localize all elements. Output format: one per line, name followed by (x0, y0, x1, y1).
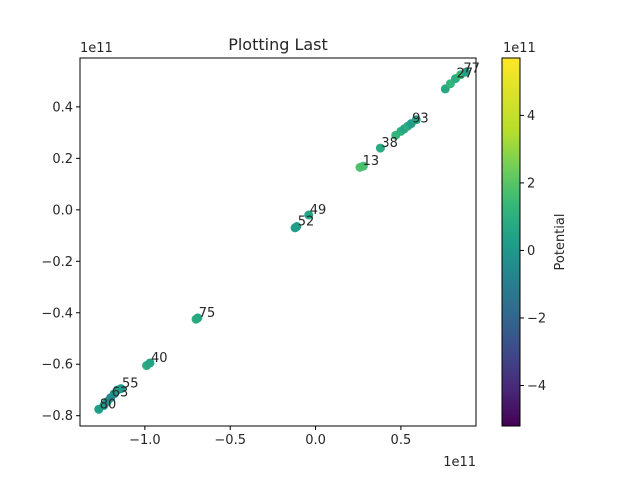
colorbar-gradient (501, 57, 521, 427)
point-label: 55 (122, 377, 139, 392)
point-label: 63 (112, 386, 129, 401)
plot-area (79, 57, 477, 427)
x-tick-label: 0.0 (305, 433, 326, 448)
y-axis: −0.8 −0.6 −0.4 −0.2 0.0 0.2 0.4 (41, 100, 80, 424)
colorbar-tick-label: −2 (527, 311, 546, 326)
point-label: 80 (100, 397, 117, 412)
colorbar-tick-label: −4 (527, 379, 546, 394)
y-tick-label: 0.4 (52, 100, 73, 115)
y-offset-label: 1e11 (80, 41, 113, 56)
scatter-points (94, 67, 471, 414)
point-label: 93 (412, 112, 429, 127)
point-label: 27 (457, 67, 474, 82)
y-tick-label: 0.2 (52, 152, 73, 167)
point-label: 77 (463, 61, 480, 76)
colorbar-ticks: −4 −2 0 2 4 (520, 109, 546, 394)
data-point (375, 143, 385, 153)
x-offset-label: 1e11 (443, 455, 476, 470)
y-tick-label: −0.8 (41, 409, 73, 424)
data-point (461, 67, 471, 77)
colorbar-tick-label: 2 (527, 176, 535, 191)
colorbar-tick-label: 0 (527, 244, 535, 259)
plot-frame (79, 57, 477, 427)
data-point (292, 222, 302, 232)
y-tick-label: −0.6 (41, 358, 73, 373)
point-label: 49 (310, 203, 327, 218)
data-point (116, 384, 126, 394)
data-point (411, 115, 421, 125)
y-tick-label: 0.0 (52, 203, 73, 218)
colorbar: 1e11 Potential −4 −2 0 2 4 (501, 41, 568, 427)
data-point (358, 161, 368, 171)
x-tick-label: 0.5 (391, 433, 412, 448)
chart-title: Plotting Last (228, 35, 328, 54)
data-point (145, 358, 155, 368)
y-tick-label: −0.4 (41, 306, 73, 321)
data-point (193, 313, 203, 323)
x-tick-label: −1.0 (129, 433, 161, 448)
colorbar-tick-label: 4 (527, 109, 535, 124)
y-tick-label: −0.2 (41, 255, 73, 270)
colorbar-label: Potential (553, 214, 568, 271)
point-label: 40 (151, 351, 168, 366)
point-label: 52 (298, 215, 315, 230)
x-axis: −1.0 −0.5 0.0 0.5 (129, 426, 411, 448)
point-label: 38 (381, 136, 398, 151)
data-point (304, 210, 314, 220)
point-label: 75 (199, 306, 216, 321)
x-tick-label: −0.5 (214, 433, 246, 448)
colorbar-offset-label: 1e11 (503, 41, 536, 56)
point-label: 13 (363, 154, 380, 169)
